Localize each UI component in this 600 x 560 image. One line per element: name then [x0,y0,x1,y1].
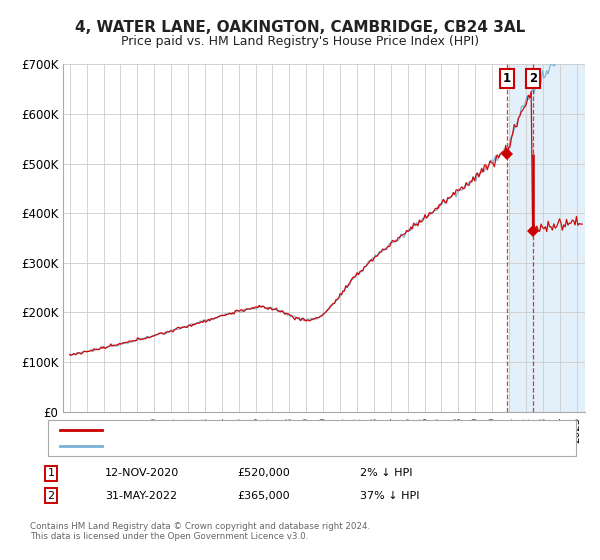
Text: 1: 1 [503,72,511,85]
Text: 1: 1 [47,468,55,478]
Text: Contains HM Land Registry data © Crown copyright and database right 2024.
This d: Contains HM Land Registry data © Crown c… [30,522,370,542]
Text: 2: 2 [529,72,537,85]
Text: 2: 2 [47,491,55,501]
Text: 37% ↓ HPI: 37% ↓ HPI [360,491,419,501]
Text: 4, WATER LANE, OAKINGTON, CAMBRIDGE, CB24 3AL (detached house): 4, WATER LANE, OAKINGTON, CAMBRIDGE, CB2… [111,425,501,435]
Text: £520,000: £520,000 [237,468,290,478]
Text: £365,000: £365,000 [237,491,290,501]
Text: Price paid vs. HM Land Registry's House Price Index (HPI): Price paid vs. HM Land Registry's House … [121,35,479,48]
Bar [509,64,585,412]
Text: 2% ↓ HPI: 2% ↓ HPI [360,468,413,478]
Text: 4, WATER LANE, OAKINGTON, CAMBRIDGE, CB24 3AL: 4, WATER LANE, OAKINGTON, CAMBRIDGE, CB2… [75,20,525,35]
Text: 31-MAY-2022: 31-MAY-2022 [105,491,177,501]
Text: HPI: Average price, detached house, South Cambridgeshire: HPI: Average price, detached house, Sout… [111,441,436,451]
Text: 12-NOV-2020: 12-NOV-2020 [105,468,179,478]
